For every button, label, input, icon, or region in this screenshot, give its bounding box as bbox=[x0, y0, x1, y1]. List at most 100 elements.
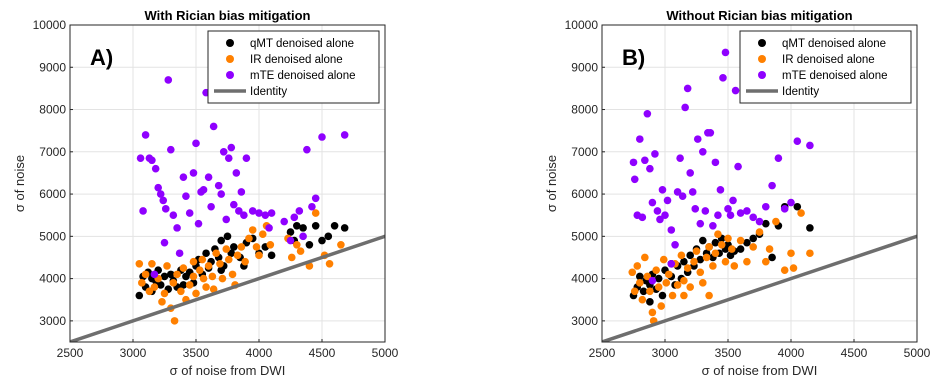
data-point bbox=[721, 48, 730, 57]
data-point bbox=[699, 148, 707, 156]
data-point bbox=[222, 215, 231, 224]
data-point bbox=[248, 207, 257, 215]
series-mte-denoised-alone bbox=[629, 48, 814, 285]
data-point bbox=[691, 205, 700, 213]
legend: qMT denoised alone IR denoised alone mTE d… bbox=[207, 30, 380, 104]
data-point bbox=[749, 243, 757, 251]
data-point bbox=[222, 245, 231, 253]
data-point bbox=[762, 202, 770, 211]
data-point bbox=[241, 257, 249, 266]
data-point bbox=[727, 245, 736, 253]
y-tick-label: 10000 bbox=[565, 18, 599, 32]
data-point bbox=[148, 260, 156, 268]
data-point bbox=[714, 230, 722, 239]
data-point bbox=[163, 262, 171, 270]
data-point bbox=[736, 209, 745, 217]
data-point bbox=[731, 86, 740, 95]
data-point bbox=[667, 260, 676, 268]
data-point bbox=[657, 302, 666, 310]
data-point bbox=[768, 181, 776, 190]
x-tick-label: 3000 bbox=[652, 346, 679, 360]
data-point bbox=[719, 74, 727, 82]
data-point bbox=[678, 192, 687, 200]
data-point bbox=[217, 190, 225, 198]
data-point bbox=[182, 192, 190, 200]
data-point bbox=[699, 236, 707, 245]
data-point bbox=[261, 211, 270, 219]
data-point bbox=[139, 207, 147, 215]
data-point bbox=[232, 169, 241, 177]
data-point bbox=[258, 230, 267, 239]
data-point bbox=[730, 262, 739, 270]
data-point bbox=[237, 243, 246, 251]
data-point bbox=[680, 257, 688, 266]
data-point bbox=[772, 217, 780, 226]
data-point bbox=[194, 219, 203, 228]
data-point bbox=[638, 213, 647, 222]
x-tick-label: 2500 bbox=[57, 346, 84, 360]
data-point bbox=[179, 264, 188, 272]
data-point bbox=[692, 247, 701, 255]
data-point bbox=[702, 253, 711, 262]
data-point bbox=[765, 245, 774, 253]
data-point bbox=[303, 145, 311, 154]
data-point bbox=[806, 224, 814, 232]
data-point bbox=[806, 249, 814, 258]
data-point bbox=[729, 196, 737, 205]
data-point bbox=[680, 276, 688, 285]
data-point bbox=[726, 211, 735, 219]
data-point bbox=[686, 169, 694, 177]
data-point bbox=[705, 291, 713, 300]
data-point bbox=[237, 188, 246, 196]
series-mte-denoised-alone bbox=[136, 63, 349, 279]
x-axis-label: σ of noise from DWI bbox=[702, 363, 818, 378]
x-tick-label: 3500 bbox=[715, 346, 742, 360]
data-point bbox=[736, 236, 745, 245]
data-point bbox=[636, 135, 644, 143]
data-point bbox=[714, 211, 722, 219]
data-point bbox=[648, 308, 657, 317]
y-tick-label: 5000 bbox=[571, 229, 598, 243]
data-point bbox=[318, 236, 326, 245]
data-point bbox=[693, 135, 702, 143]
data-point bbox=[233, 251, 242, 260]
data-point bbox=[701, 207, 710, 215]
data-point bbox=[160, 289, 169, 298]
data-point bbox=[293, 221, 301, 230]
data-point bbox=[170, 317, 179, 325]
legend-label: mTE denoised alone bbox=[782, 70, 887, 82]
data-point bbox=[230, 200, 238, 209]
data-point bbox=[656, 215, 664, 224]
data-point bbox=[630, 287, 639, 296]
x-tick-label: 4500 bbox=[841, 346, 868, 360]
x-tick-label: 4500 bbox=[309, 346, 336, 360]
data-point bbox=[686, 283, 694, 291]
data-point bbox=[227, 249, 236, 258]
data-point bbox=[668, 291, 677, 300]
data-point bbox=[156, 190, 165, 198]
data-point bbox=[217, 266, 225, 274]
data-point bbox=[638, 295, 647, 304]
data-point bbox=[787, 198, 795, 207]
data-point bbox=[797, 209, 805, 217]
data-point bbox=[686, 251, 694, 260]
data-point bbox=[724, 205, 732, 213]
data-point bbox=[325, 260, 334, 268]
x-tick-label: 2500 bbox=[589, 346, 616, 360]
data-point bbox=[690, 257, 698, 266]
data-point bbox=[295, 207, 304, 215]
data-point bbox=[189, 169, 198, 177]
data-point bbox=[296, 247, 305, 255]
data-point bbox=[151, 164, 160, 173]
data-point bbox=[636, 272, 644, 281]
legend-label: IR denoised alone bbox=[782, 54, 875, 66]
y-axis-label: σ of noise bbox=[544, 155, 559, 212]
data-point bbox=[189, 257, 198, 266]
y-tick-label: 10000 bbox=[33, 18, 67, 32]
data-point bbox=[736, 245, 745, 253]
data-point bbox=[636, 279, 644, 287]
y-tick-label: 6000 bbox=[571, 187, 598, 201]
x-tick-label: 4000 bbox=[778, 346, 805, 360]
